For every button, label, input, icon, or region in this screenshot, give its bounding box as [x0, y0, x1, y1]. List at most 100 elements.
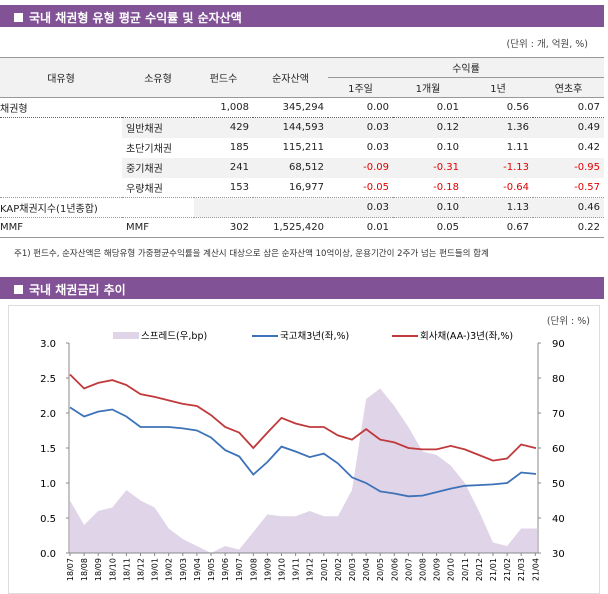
x-tick-label: 18/11	[122, 558, 131, 581]
cell-minor: 우량채권	[126, 183, 163, 195]
section-header-returns: 국내 채권형 유형 평균 수익률 및 순자산액	[0, 5, 604, 27]
cell-m1: 0.10	[393, 197, 463, 218]
cell-minor: 중기채권	[122, 157, 194, 178]
cell-minor	[122, 97, 194, 118]
col-1y: 1년	[463, 77, 533, 98]
returns-table: 대유형 소유형 펀드수 순자산액 수익률 1주일 1개월 1년 연초후 채권형 1…	[0, 57, 604, 238]
table-row: 우량채권 153 16,977 -0.05 -0.18 -0.64 -0.57	[0, 178, 604, 198]
section-title: 국내 채권형 유형 평균 수익률 및 순자산액	[29, 11, 242, 25]
x-tick-label: 19/09	[263, 558, 272, 581]
x-tick-label: 20/08	[419, 558, 428, 581]
cell-major: 채권형	[0, 104, 28, 115]
cell-funds: 153	[229, 181, 249, 193]
x-tick-label: 20/02	[334, 558, 343, 581]
cell-major: MMF	[0, 222, 24, 233]
x-tick-label: 18/10	[108, 558, 117, 581]
col-ytd: 연초후	[533, 77, 604, 98]
table-row: 채권형 1,008 345,294 0.00 0.01 0.56 0.07	[0, 97, 604, 118]
col-1w: 1주일	[328, 77, 393, 98]
cell-w1: 0.03	[366, 142, 389, 153]
x-tick-label: 20/04	[362, 558, 371, 581]
cell-assets	[253, 197, 328, 218]
right-tick-label: 40	[552, 514, 565, 525]
unit-label: (단위 : 개, 억원, %)	[506, 39, 588, 50]
x-tick-label: 19/06	[221, 558, 230, 581]
cell-w1: 0.01	[366, 222, 389, 233]
left-tick-label: 3.0	[40, 339, 56, 350]
x-tick-label: 21/03	[517, 558, 526, 581]
cell-y1: -1.13	[463, 157, 533, 178]
left-tick-label: 1.5	[40, 444, 56, 455]
x-tick-label: 20/05	[376, 558, 385, 581]
x-tick-label: 20/07	[404, 558, 413, 581]
cell-assets: 1,525,420	[273, 222, 324, 233]
cell-w1: 0.03	[328, 197, 393, 218]
cell-w1: -0.09	[328, 157, 393, 178]
x-tick-label: 20/10	[447, 558, 456, 581]
col-minor: 소유형	[122, 57, 194, 98]
legend-treasury-label: 국고채3년(좌,%)	[280, 331, 349, 342]
cell-assets: 144,593	[253, 117, 328, 138]
cell-m1: -0.18	[433, 181, 459, 193]
table-row: KAP채권지수(1년종합) 0.03 0.10 1.13 0.46	[0, 197, 604, 218]
cell-y1: 1.36	[463, 117, 533, 138]
col-major: 대유형	[0, 57, 122, 98]
square-icon	[14, 13, 23, 22]
cell-ytd: 0.07	[533, 97, 604, 118]
cell-m1: 0.10	[436, 142, 459, 153]
x-tick-label: 18/07	[66, 558, 75, 581]
table-row: 중기채권 241 68,512 -0.09 -0.31 -1.13 -0.95	[0, 157, 604, 178]
x-tick-label: 19/08	[249, 558, 258, 581]
treasury-line	[69, 406, 536, 498]
x-tick-label: 18/12	[137, 558, 146, 581]
x-tick-label: 19/01	[151, 558, 160, 581]
x-tick-label: 19/07	[235, 558, 244, 581]
cell-funds: 185	[229, 142, 249, 153]
right-tick-label: 70	[552, 409, 565, 420]
spread-area	[70, 388, 537, 553]
table-row: MMF MMF 302 1,525,420 0.01 0.05 0.67 0.22	[0, 218, 604, 238]
x-tick-label: 20/06	[390, 558, 399, 581]
col-funds: 펀드수	[194, 57, 253, 98]
cell-ytd: 0.46	[533, 197, 604, 218]
cell-funds: 429	[194, 117, 253, 138]
x-tick-label: 19/02	[165, 558, 174, 581]
legend-spread-swatch	[113, 332, 139, 339]
x-tick-label: 19/11	[292, 558, 301, 581]
right-tick-label: 80	[552, 374, 565, 385]
x-tick-label: 20/01	[320, 558, 329, 581]
x-tick-label: 21/04	[531, 558, 540, 581]
x-tick-label: 18/08	[80, 558, 89, 581]
legend-corporate-label: 회사채(AA-)3년(좌,%)	[420, 331, 513, 342]
x-tick-label: 19/05	[207, 558, 216, 581]
cell-funds: 241	[194, 157, 253, 178]
cell-minor: 일반채권	[122, 117, 194, 138]
cell-funds: 1,008	[194, 97, 253, 118]
x-tick-label: 21/02	[503, 558, 512, 581]
col-assets: 순자산액	[253, 57, 328, 98]
cell-m1: -0.31	[393, 157, 463, 178]
cell-assets: 345,294	[253, 97, 328, 118]
legend-spread-label: 스프레드(우,bp)	[141, 331, 207, 342]
footnote: 주1) 펀드수, 순자산액은 해당유형 가중평균수익률을 계산시 대상으로 삼은…	[14, 249, 489, 259]
cell-w1: 0.03	[328, 117, 393, 138]
cell-w1: 0.00	[328, 97, 393, 118]
cell-m1: 0.01	[393, 97, 463, 118]
x-tick-label: 19/03	[179, 558, 188, 581]
x-tick-label: 19/04	[193, 558, 202, 581]
cell-m1: 0.12	[393, 117, 463, 138]
chart-unit: (단위 : %)	[547, 315, 590, 327]
right-tick-label: 90	[552, 339, 565, 350]
x-tick-label: 21/01	[489, 558, 498, 581]
cell-y1: 0.56	[463, 97, 533, 118]
right-tick-label: 30	[552, 549, 565, 560]
cell-major: KAP채권지수(1년종합)	[0, 197, 194, 218]
table-row: 일반채권 429 144,593 0.03 0.12 1.36 0.49	[0, 117, 604, 138]
col-1m: 1개월	[393, 77, 463, 98]
cell-y1: 1.13	[463, 197, 533, 218]
corporate-bond-line	[69, 373, 536, 462]
x-tick-label: 20/12	[475, 558, 484, 581]
left-tick-label: 2.0	[40, 409, 56, 420]
left-tick-label: 0.5	[40, 514, 56, 525]
